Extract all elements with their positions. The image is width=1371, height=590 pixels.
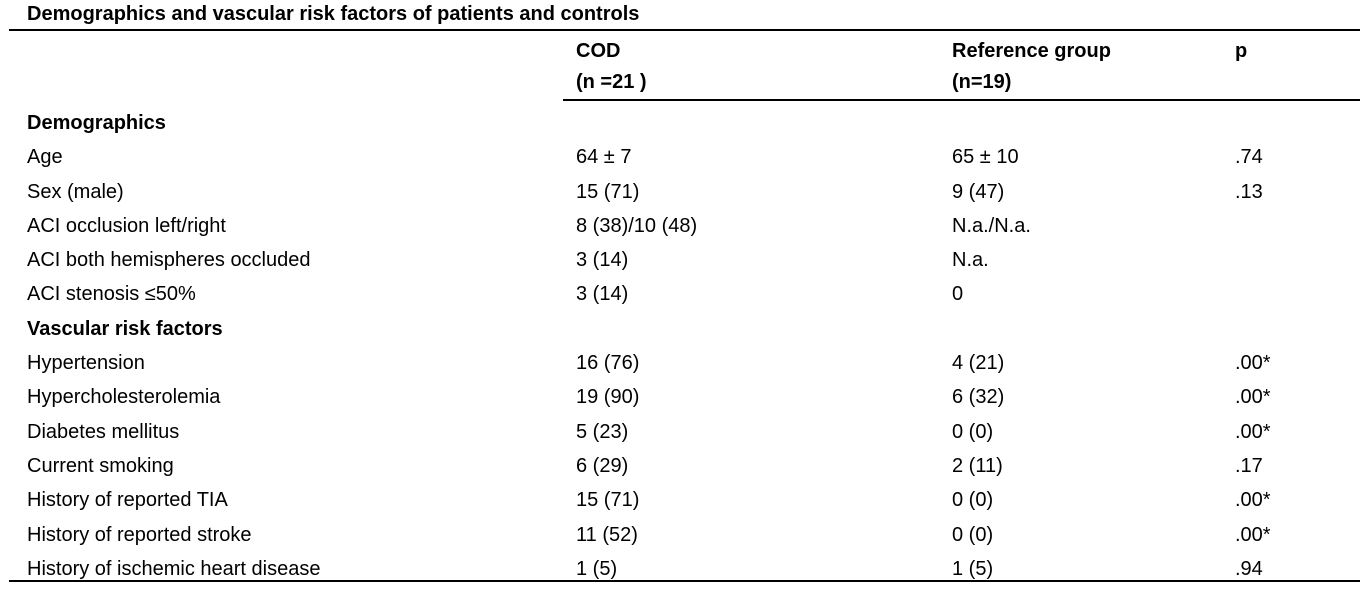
row-label: ACI occlusion left/right <box>27 214 226 237</box>
row-cod-value: 6 (29) <box>576 454 629 477</box>
header-rule <box>563 99 1360 101</box>
row-label: History of ischemic heart disease <box>27 557 321 580</box>
table-body: Demographics Age 64 ± 7 65 ± 10 .74 Sex … <box>0 106 1371 586</box>
row-ref-value: 0 (0) <box>952 523 994 546</box>
bottom-rule <box>9 580 1360 582</box>
row-label: History of reported stroke <box>27 523 252 546</box>
table-row-age: Age 64 ± 7 65 ± 10 .74 <box>0 140 1371 174</box>
row-p-value: .00* <box>1235 352 1271 375</box>
row-label: Hypercholesterolemia <box>27 386 221 409</box>
row-cod-value: 3 (14) <box>576 283 629 306</box>
row-label: ACI both hemispheres occluded <box>27 249 311 272</box>
row-cod-value: 8 (38)/10 (48) <box>576 214 698 237</box>
column-header-cod: COD (n =21 ) <box>576 36 647 98</box>
row-p-value <box>1235 209 1365 243</box>
row-label: Diabetes mellitus <box>27 420 180 443</box>
row-cod-value: 3 (14) <box>576 249 629 272</box>
row-ref-value: 4 (21) <box>952 352 1005 375</box>
table-row-hypercholesterolemia: Hypercholesterolemia 19 (90) 6 (32) .00* <box>0 380 1371 414</box>
row-ref-value: N.a. <box>952 249 989 272</box>
row-p-value <box>1235 277 1365 311</box>
row-label: ACI stenosis ≤50% <box>27 283 196 306</box>
table-row-history-ischemic-heart-disease: History of ischemic heart disease 1 (5) … <box>0 552 1371 586</box>
row-p-value <box>1235 106 1365 140</box>
row-cod-value: 5 (23) <box>576 420 629 443</box>
row-p-value: .00* <box>1235 489 1271 512</box>
row-p-value: .00* <box>1235 420 1271 443</box>
row-label: Hypertension <box>27 352 145 375</box>
table-row-aci-stenosis: ACI stenosis ≤50% 3 (14) 0 <box>0 277 1371 311</box>
row-cod-value <box>576 106 952 140</box>
table-row-section-demographics: Demographics <box>0 106 1371 140</box>
reference-header-n: (n=19) <box>952 71 1012 93</box>
cod-header-label: COD <box>576 40 621 62</box>
cod-header-n: (n =21 ) <box>576 71 647 93</box>
table-row-diabetes-mellitus: Diabetes mellitus 5 (23) 0 (0) .00* <box>0 415 1371 449</box>
table-row-history-tia: History of reported TIA 15 (71) 0 (0) .0… <box>0 483 1371 517</box>
row-p-value: .00* <box>1235 386 1271 409</box>
row-cod-value: 15 (71) <box>576 180 640 203</box>
table-title: Demographics and vascular risk factors o… <box>27 3 640 25</box>
row-ref-value: 0 (0) <box>952 489 994 512</box>
row-label: Age <box>27 146 63 169</box>
table-row-section-vascular-risk-factors: Vascular risk factors <box>0 312 1371 346</box>
row-ref-value <box>952 106 1235 140</box>
table-row-current-smoking: Current smoking 6 (29) 2 (11) .17 <box>0 449 1371 483</box>
row-cod-value: 19 (90) <box>576 386 640 409</box>
row-ref-value: 2 (11) <box>952 454 1003 477</box>
row-label: Current smoking <box>27 454 174 477</box>
row-ref-value: 1 (5) <box>952 557 994 580</box>
row-label: History of reported TIA <box>27 489 228 512</box>
table-row-hypertension: Hypertension 16 (76) 4 (21) .00* <box>0 346 1371 380</box>
row-p-value: .94 <box>1235 557 1263 580</box>
row-label: Vascular risk factors <box>27 317 223 340</box>
table-row-aci-occlusion: ACI occlusion left/right 8 (38)/10 (48) … <box>0 209 1371 243</box>
table-row-sex: Sex (male) 15 (71) 9 (47) .13 <box>0 175 1371 209</box>
row-ref-value: N.a./N.a. <box>952 214 1031 237</box>
column-header-reference-group: Reference group (n=19) <box>952 36 1111 98</box>
row-cod-value <box>576 312 952 346</box>
table-row-aci-both-hemispheres: ACI both hemispheres occluded 3 (14) N.a… <box>0 243 1371 277</box>
row-ref-value: 6 (32) <box>952 386 1005 409</box>
row-ref-value <box>952 312 1235 346</box>
row-p-value: .13 <box>1235 180 1263 203</box>
reference-header-label: Reference group <box>952 40 1111 62</box>
row-p-value: .17 <box>1235 454 1263 477</box>
row-cod-value: 16 (76) <box>576 352 640 375</box>
row-p-value: .00* <box>1235 523 1271 546</box>
row-ref-value: 0 (0) <box>952 420 994 443</box>
table-row-history-stroke: History of reported stroke 11 (52) 0 (0)… <box>0 518 1371 552</box>
row-cod-value: 1 (5) <box>576 557 618 580</box>
row-p-value: .74 <box>1235 146 1263 169</box>
top-rule <box>9 29 1360 31</box>
row-cod-value: 11 (52) <box>576 523 638 546</box>
row-p-value <box>1235 243 1365 277</box>
row-ref-value: 0 <box>952 283 964 306</box>
row-label: Demographics <box>27 112 166 134</box>
row-p-value <box>1235 312 1365 346</box>
row-ref-value: 65 ± 10 <box>952 146 1019 169</box>
row-label: Sex (male) <box>27 180 124 203</box>
row-cod-value: 64 ± 7 <box>576 146 632 169</box>
row-cod-value: 15 (71) <box>576 489 640 512</box>
column-header-p: p <box>1235 40 1248 62</box>
row-ref-value: 9 (47) <box>952 180 1005 203</box>
